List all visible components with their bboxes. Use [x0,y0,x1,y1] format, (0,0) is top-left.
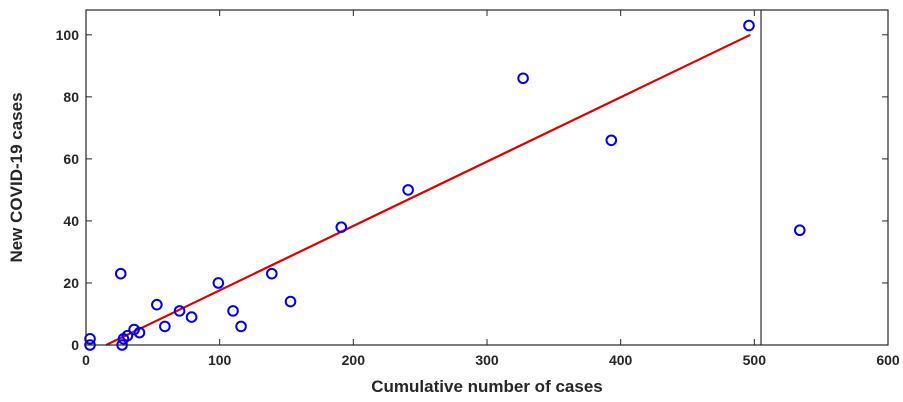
axis-ticks: 0 100 200 300 400 500 600 0 20 40 60 80 100 [56,10,900,368]
data-point [121,329,134,342]
data-point [235,320,247,333]
data-point [284,295,297,308]
chart-marks [84,10,806,351]
data-point [402,184,414,196]
y-axis-label: New COVID-19 cases [7,92,26,262]
x-tick-label: 500 [743,352,767,368]
data-point [151,298,163,311]
data-point [173,305,186,317]
data-point [185,311,198,323]
data-point [793,224,806,237]
data-point [133,326,146,339]
x-tick-label: 300 [475,352,499,368]
data-point [84,332,96,345]
y-tick-label: 100 [56,27,80,43]
x-axis-label: Cumulative number of cases [371,377,602,396]
plot-frame [85,9,889,346]
y-tick-label: 40 [63,213,79,229]
data-point [212,277,225,289]
data-point [227,305,239,317]
data-point [335,221,348,233]
data-point [517,72,529,85]
x-tick-label: 200 [342,352,366,368]
data-point [743,19,755,32]
x-tick-label: 100 [208,352,232,368]
data-point [114,267,127,280]
data-point [605,134,618,147]
x-tick-label: 0 [82,352,90,368]
x-tick-label: 600 [876,352,900,368]
data-point [265,267,278,280]
x-tick-label: 400 [609,352,633,368]
fit-line [105,33,751,346]
y-tick-label: 0 [71,337,79,353]
data-point [159,320,171,333]
y-tick-label: 20 [63,275,79,291]
y-tick-label: 80 [63,89,79,105]
y-tick-label: 60 [63,151,79,167]
